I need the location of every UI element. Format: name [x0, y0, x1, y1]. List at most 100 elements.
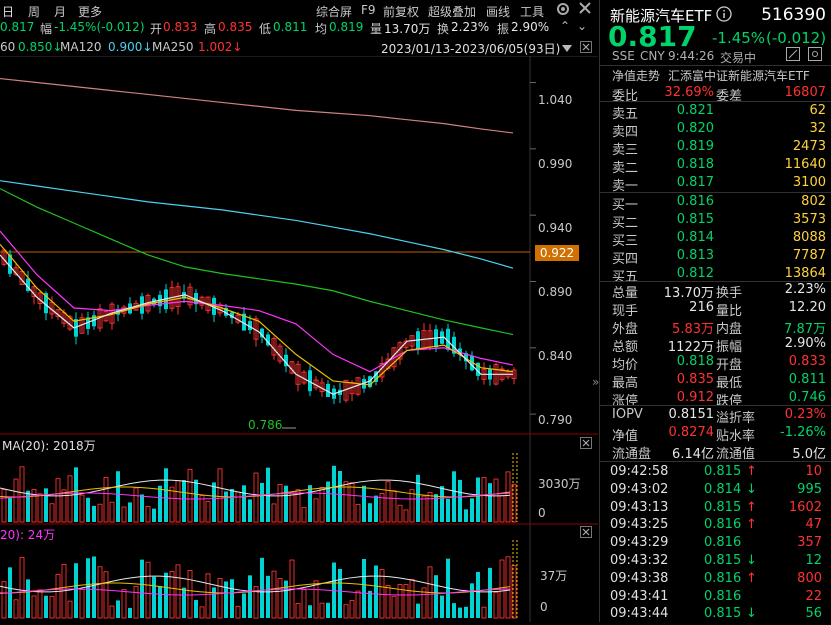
sub-bar [230, 579, 234, 618]
tool-forward-adjust[interactable]: 前复权 [383, 5, 420, 19]
fund-label: IOPV [612, 407, 643, 422]
ask-row[interactable]: 卖三 0.819 2473 [600, 138, 831, 158]
stat-value: 0.818 [676, 354, 714, 369]
volume-bar [349, 482, 355, 523]
bid-row[interactable]: 买四 0.813 7787 [600, 247, 831, 267]
bid-row[interactable]: 买一 0.816 802 [600, 193, 831, 213]
tick-label: 0.890 [538, 285, 573, 299]
stat-label: 总额 [612, 340, 639, 355]
tool-super-overlay[interactable]: 超级叠加 [428, 5, 477, 19]
sub-bar [277, 578, 283, 619]
bid-row[interactable]: 买二 0.815 3573 [600, 211, 831, 231]
volume-bar [326, 481, 330, 522]
volume-bar [481, 477, 487, 523]
collapse-panel-icon[interactable]: » [592, 375, 600, 389]
bid-price: 0.813 [676, 248, 714, 263]
volume-bar [289, 492, 295, 523]
sub-bar [79, 588, 85, 619]
sub-bar [368, 590, 372, 618]
tool-f9[interactable]: F9 [361, 3, 376, 17]
volume-bar [44, 488, 48, 522]
tab-week[interactable]: 周 [28, 5, 41, 19]
candle-body [464, 353, 468, 362]
sub-bar [55, 573, 61, 619]
volume-bar [97, 503, 103, 523]
tab-day[interactable]: 日 [2, 5, 15, 19]
candle-body [242, 313, 246, 331]
weibi-row: 委比 32.69% 委差 16807 [612, 85, 826, 104]
stat-label: 开盘 [716, 358, 743, 373]
arrow-up-icon[interactable]: ⌃ [560, 19, 571, 33]
tab-more[interactable]: 更多 [78, 5, 103, 19]
tab-nav-trend[interactable]: 净值走势 [612, 69, 661, 83]
security-name: 新能源汽车ETF [610, 7, 713, 25]
volume-bar [248, 499, 252, 522]
info-open: 0.833 [163, 20, 198, 34]
edit-icon[interactable] [786, 47, 800, 64]
volume-bar [374, 495, 378, 522]
sub-bar [260, 557, 264, 618]
tick-row: 09:43:41 0.816 22 [600, 588, 831, 606]
stat-value: 216 [689, 300, 714, 315]
sub-bar [212, 587, 216, 618]
chart-toolbar: 日 周 月 更多 综合屏 F9 前复权 超级叠加 画线 工具 [0, 0, 598, 20]
sub-indicator-label: 20): 24万 [0, 528, 56, 542]
sub-bar [385, 585, 391, 619]
bid-qty: 8088 [792, 230, 826, 245]
candle-body [284, 354, 288, 367]
exchange: SSE [612, 49, 635, 63]
info-low: 0.811 [273, 20, 308, 34]
ask-row[interactable]: 卖一 0.817 3100 [600, 174, 831, 194]
tool-draw-line[interactable]: 画线 [486, 5, 511, 19]
tool-composite-screen[interactable]: 综合屏 [316, 5, 353, 19]
volume-panel-close-icon[interactable] [580, 437, 592, 452]
sub-bar [374, 565, 378, 618]
arrow-down-icon[interactable]: ⌄ [577, 19, 588, 33]
sub-bar [409, 578, 415, 619]
tick-time: 09:43:13 [610, 499, 669, 515]
sub-bar [116, 600, 120, 618]
tab-month[interactable]: 月 [54, 5, 67, 19]
bid-row[interactable]: 买三 0.814 8088 [600, 229, 831, 249]
sub-bar [97, 566, 103, 619]
arrow-down-icon: ↓ [746, 481, 757, 497]
tick-time: 09:43:38 [610, 570, 669, 586]
sub-bar [379, 569, 385, 619]
stat-value: 12.20 [788, 300, 826, 315]
close-small-icon[interactable] [580, 41, 592, 56]
quote-panel: 新能源汽车ETF 516390 0.817 -1.45% (-0.012) SS… [599, 0, 831, 622]
stat-label: 最高 [612, 376, 639, 391]
stat-label: 换手 [716, 286, 743, 301]
trading-status: 交易中 [720, 51, 757, 65]
bid-qty: 802 [801, 194, 826, 209]
tick-volume: 22 [805, 588, 822, 604]
tick-volume: 56 [805, 606, 822, 622]
tool-tools[interactable]: 工具 [520, 5, 545, 19]
volume-bar [421, 495, 427, 523]
stat-label: 最低 [716, 376, 743, 391]
tick-volume: 47 [805, 517, 822, 533]
ask-row[interactable]: 卖四 0.820 32 [600, 120, 831, 140]
bid-level-label: 买三 [612, 234, 639, 249]
candle-body [260, 328, 264, 338]
arrow-up-icon: ↑ [746, 517, 757, 533]
ask-row[interactable]: 卖五 0.821 62 [600, 102, 831, 122]
ask-row[interactable]: 卖二 0.818 11640 [600, 156, 831, 176]
bid-qty: 7787 [792, 248, 826, 263]
tick-price: 0.815 [704, 499, 742, 515]
settings-gear-icon[interactable] [555, 1, 571, 20]
volume-bar [284, 485, 288, 522]
ask-price: 0.821 [676, 103, 714, 118]
sub-bar [103, 571, 109, 619]
sub-bar [481, 606, 487, 619]
dropdown-icon[interactable] [562, 42, 572, 56]
sub-bar [31, 595, 37, 619]
candle-body [194, 293, 198, 305]
settings-icon[interactable] [808, 47, 822, 64]
date-range[interactable]: 2023/01/13-2023/06/05(93日) [381, 42, 561, 56]
kline-chart-area[interactable] [0, 55, 598, 622]
info-circle-icon[interactable] [716, 6, 732, 25]
close-icon[interactable] [578, 1, 592, 18]
sub-panel-close-icon[interactable] [580, 526, 592, 541]
price-axis: 1.040 0.990 0.940 0.890 0.840 0.790 [532, 56, 592, 436]
